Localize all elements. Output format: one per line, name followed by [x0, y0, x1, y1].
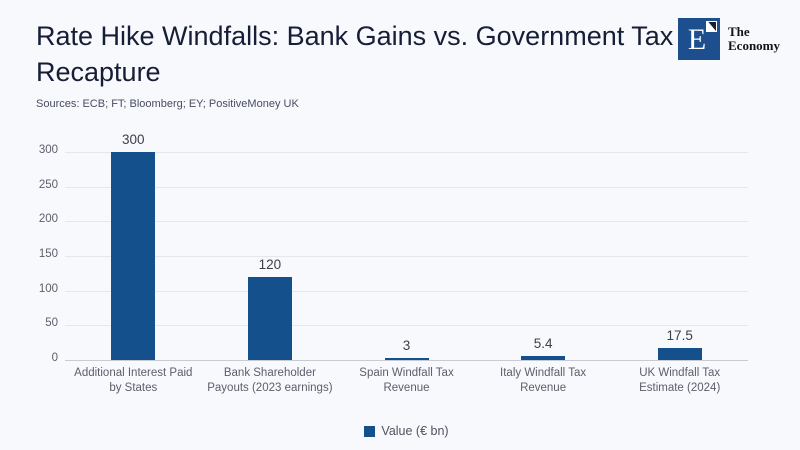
x-axis-category-label-line: Spain Windfall Tax — [359, 367, 454, 379]
logo-mark: E — [678, 18, 720, 60]
bar-value-label: 120 — [258, 257, 282, 272]
bar-value-label: 17.5 — [666, 328, 693, 343]
gridline — [65, 256, 748, 257]
x-axis-category-label-line: Estimate (2024) — [639, 382, 721, 394]
sources-note: Sources: ECB; FT; Bloomberg; EY; Positiv… — [36, 98, 299, 110]
bar-value-label: 3 — [402, 338, 411, 353]
x-axis-category-label: Italy Windfall Tax Revenue — [468, 366, 618, 396]
logo-name-line2: Economy — [728, 38, 780, 53]
y-axis-tick-label: 100 — [38, 282, 58, 295]
y-axis-tick-label: 50 — [45, 317, 58, 330]
x-axis-category-label: Spain Windfall Tax Revenue — [332, 366, 482, 396]
gridline — [65, 325, 748, 327]
bar-value-label: 5.4 — [533, 336, 553, 351]
bar — [657, 348, 702, 360]
y-axis-tick-label: 300 — [38, 144, 58, 156]
y-axis-tick-label: 150 — [38, 248, 58, 260]
x-axis-line — [65, 360, 748, 361]
legend-swatch — [364, 425, 376, 437]
gridline — [65, 290, 748, 292]
x-axis-category-label-line: UK Windfall Tax — [639, 367, 721, 379]
x-axis-category-label-line: Bank Shareholder — [223, 367, 316, 379]
gridline — [65, 186, 748, 188]
x-axis-category-label: Bank Shareholder Payouts (2023 earnings) — [195, 366, 345, 396]
logo-name-line1: The — [728, 24, 750, 39]
bar — [111, 152, 156, 360]
x-axis-category-label-line: Revenue — [520, 382, 567, 394]
brand-logo: E The Economy — [678, 18, 780, 60]
legend-label: Value (€ bn) — [381, 424, 449, 438]
logo-letter: E — [687, 23, 707, 56]
y-axis-tick-label: 250 — [38, 178, 58, 191]
y-axis-tick-label: 200 — [38, 213, 58, 226]
bar — [384, 358, 429, 360]
logo-tick-icon — [706, 21, 717, 32]
gridline — [65, 221, 748, 223]
bar — [521, 356, 566, 360]
x-axis-category-label-line: Italy Windfall Tax — [500, 367, 587, 379]
plot-area — [65, 152, 748, 361]
x-axis-category-label-line: Payouts (2023 earnings) — [207, 382, 333, 394]
x-axis-category-label: UK Windfall Tax Estimate (2024) — [605, 366, 755, 396]
legend: Value (€ bn) — [65, 424, 748, 438]
chart-title: Rate Hike Windfalls: Bank Gains vs. Gove… — [36, 21, 674, 87]
gridline — [65, 152, 748, 153]
x-axis-category-label: Additional Interest Paid by States — [58, 366, 208, 396]
x-axis-category-label-line: by States — [109, 382, 158, 394]
y-axis-tick-label: 0 — [51, 352, 58, 364]
logo-name: The Economy — [728, 25, 780, 53]
x-axis-category-label-line: Additional Interest Paid — [74, 367, 193, 379]
bar-value-label: 300 — [122, 132, 145, 147]
bar — [247, 277, 292, 360]
x-axis-category-label-line: Revenue — [383, 382, 430, 394]
